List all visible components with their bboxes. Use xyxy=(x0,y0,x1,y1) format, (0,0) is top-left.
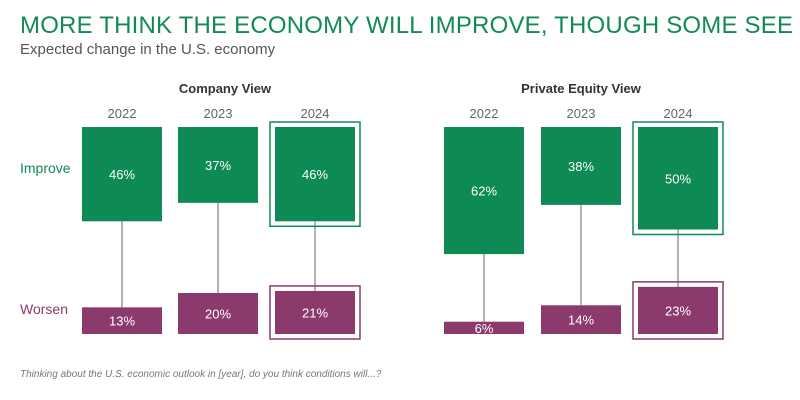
bar-label-improve: 46% xyxy=(302,167,328,182)
bar-worsen xyxy=(82,307,162,334)
bar-label-worsen: 23% xyxy=(665,303,691,318)
bar-label-worsen: 20% xyxy=(205,307,231,322)
panel-title: Company View xyxy=(179,81,272,96)
year-label: 2023 xyxy=(567,106,596,121)
bar-label-improve: 38% xyxy=(568,159,594,174)
bar-label-worsen: 21% xyxy=(302,305,328,320)
bar-worsen xyxy=(444,321,524,334)
bar-label-improve: 37% xyxy=(205,158,231,173)
highlight-frame-worsen xyxy=(632,281,724,340)
bar-improve xyxy=(444,127,524,255)
chart-title: MORE THINK THE ECONOMY WILL IMPROVE, THO… xyxy=(20,12,800,39)
bar-improve xyxy=(541,127,621,205)
year-label: 2024 xyxy=(301,106,330,121)
year-label: 2023 xyxy=(204,106,233,121)
bar-label-improve: 46% xyxy=(109,167,135,182)
bar-worsen xyxy=(275,290,355,334)
highlight-frame-improve xyxy=(269,121,361,228)
panel-title: Private Equity View xyxy=(521,81,642,96)
row-label-improve: Improve xyxy=(20,160,71,176)
year-label: 2022 xyxy=(108,106,137,121)
row-label-worsen: Worsen xyxy=(20,301,68,317)
bar-improve xyxy=(178,127,258,203)
bar-improve xyxy=(638,127,718,230)
bar-worsen xyxy=(178,293,258,334)
year-label: 2022 xyxy=(470,106,499,121)
bar-label-worsen: 6% xyxy=(475,321,494,336)
bar-label-improve: 62% xyxy=(471,184,497,199)
chart-footnote: Thinking about the U.S. economic outlook… xyxy=(20,369,382,380)
bar-worsen xyxy=(638,286,718,334)
bar-improve xyxy=(275,127,355,222)
bar-label-worsen: 14% xyxy=(568,313,594,328)
bar-worsen xyxy=(541,305,621,334)
highlight-frame-worsen xyxy=(269,285,361,340)
year-label: 2024 xyxy=(664,106,693,121)
bar-improve xyxy=(82,127,162,222)
bar-label-improve: 50% xyxy=(665,171,691,186)
chart-subtitle: Expected change in the U.S. economy xyxy=(20,41,276,58)
bar-label-worsen: 13% xyxy=(109,314,135,329)
highlight-frame-improve xyxy=(632,121,724,236)
